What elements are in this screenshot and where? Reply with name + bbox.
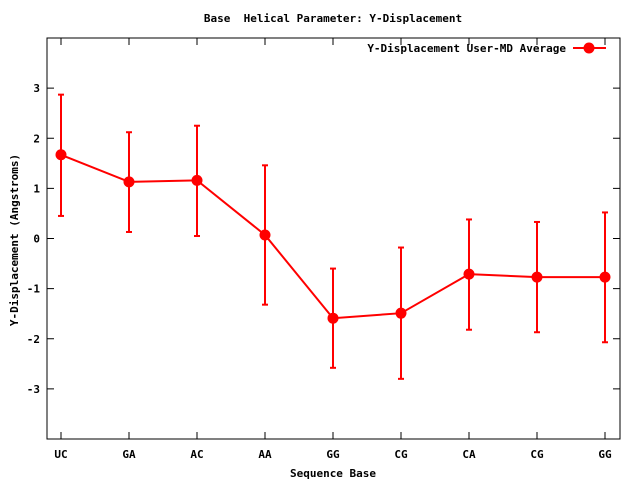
- x-tick-label: CG: [394, 448, 408, 461]
- y-axis-label: Y-Displacement (Angstroms): [8, 154, 21, 326]
- y-tick-label: 1: [33, 182, 40, 195]
- x-tick-label: CG: [530, 448, 544, 461]
- y-tick-label: -3: [27, 383, 40, 396]
- x-tick-label: AC: [190, 448, 203, 461]
- data-points: [55, 149, 611, 324]
- y-tick-label: -1: [27, 283, 41, 296]
- data-point: [123, 176, 135, 188]
- y-tick-label: 3: [33, 82, 40, 95]
- x-tick-label: AA: [258, 448, 272, 461]
- y-tick-label: 2: [33, 132, 40, 145]
- x-axis: UC GA AC AA GG CG CA CG GG: [54, 38, 612, 461]
- legend: Y-Displacement User-MD Average: [367, 42, 606, 55]
- chart-title: Base Helical Parameter: Y-Displacement: [204, 12, 462, 25]
- data-point: [191, 174, 203, 186]
- data-point: [259, 229, 271, 241]
- legend-label: Y-Displacement User-MD Average: [367, 42, 566, 55]
- x-tick-label: GG: [598, 448, 612, 461]
- x-tick-label: GA: [122, 448, 136, 461]
- y-tick-label: 0: [33, 233, 40, 246]
- data-point: [463, 268, 475, 280]
- x-axis-label: Sequence Base: [290, 467, 376, 480]
- data-point: [531, 271, 543, 283]
- data-point: [55, 149, 67, 161]
- legend-marker-sample: [583, 42, 595, 54]
- data-point: [395, 307, 407, 319]
- data-point: [599, 271, 611, 283]
- data-point: [327, 312, 339, 324]
- x-tick-label: GG: [326, 448, 340, 461]
- error-bars: [58, 93, 608, 380]
- x-tick-label: UC: [54, 448, 67, 461]
- y-axis: -3 -2 -1 0 1 2 3: [27, 82, 620, 396]
- y-tick-label: -2: [27, 333, 40, 346]
- plot-area-border: [46, 37, 621, 440]
- x-tick-label: CA: [462, 448, 476, 461]
